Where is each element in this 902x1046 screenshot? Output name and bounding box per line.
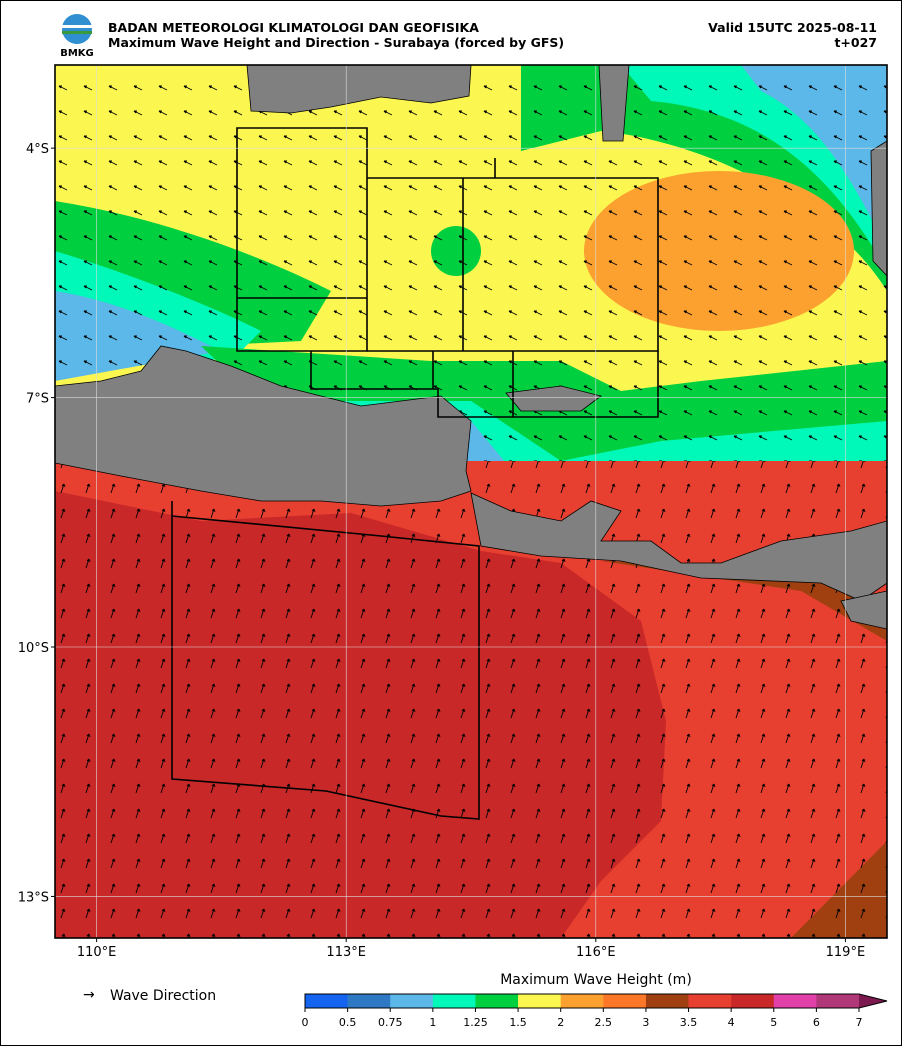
colorbar-segment bbox=[688, 994, 732, 1008]
colorbar-extend bbox=[859, 994, 887, 1008]
colorbar-segment bbox=[305, 994, 348, 1008]
x-tick-label: 116°E bbox=[576, 945, 616, 960]
colorbar-tick-label: 7 bbox=[856, 1016, 863, 1029]
x-tick-label: 110°E bbox=[77, 945, 117, 960]
colorbar-segment bbox=[347, 994, 391, 1008]
colorbar-tick-label: 6 bbox=[813, 1016, 820, 1029]
colorbar-segment bbox=[731, 994, 775, 1008]
header-title: BADAN METEOROLOGI KLIMATOLOGI DAN GEOFIS… bbox=[108, 20, 479, 35]
colorbar-segment bbox=[390, 994, 434, 1008]
colorbar: 0 0.5 0.75 1 1.25 1.5 2 2.5 3 3.5 4 5 6 7 bbox=[302, 993, 888, 1029]
grid bbox=[55, 65, 887, 938]
colorbar-tick-label: 3.5 bbox=[680, 1016, 698, 1029]
colorbar-tick-label: 0.5 bbox=[339, 1016, 357, 1029]
x-tick-label: 113°E bbox=[326, 945, 366, 960]
colorbar-segment bbox=[816, 994, 860, 1008]
colorbar-segment bbox=[432, 994, 476, 1008]
colorbar-tick-label: 3 bbox=[642, 1016, 649, 1029]
colorbar-tick-label: 2.5 bbox=[595, 1016, 613, 1029]
y-tick-label: 10°S bbox=[18, 641, 49, 656]
colorbar-tick-label: 1.5 bbox=[509, 1016, 527, 1029]
colorbar-tick-label: 4 bbox=[728, 1016, 735, 1029]
x-tick-label: 119°E bbox=[826, 945, 866, 960]
map-area bbox=[55, 65, 887, 938]
colorbar-tick-label: 5 bbox=[770, 1016, 777, 1029]
colorbar-outline bbox=[304, 993, 888, 1009]
arrow-legend: Wave Direction bbox=[110, 988, 216, 1004]
valid-time: Valid 15UTC 2025-08-11 bbox=[708, 20, 877, 35]
logo: BMKG bbox=[60, 14, 94, 59]
lead-time: t+027 bbox=[834, 35, 877, 50]
land bbox=[55, 65, 887, 630]
arrow-symbol: → bbox=[83, 987, 95, 1003]
colorbar-tick-label: 1 bbox=[429, 1016, 436, 1029]
logo-text: BMKG bbox=[60, 48, 94, 59]
colorbar-segment bbox=[645, 994, 689, 1008]
y-tick-label: 13°S bbox=[18, 890, 49, 905]
y-tick-label: 7°S bbox=[26, 392, 49, 407]
colorbar-segment bbox=[518, 994, 561, 1008]
colorbar-segment bbox=[773, 994, 817, 1008]
colorbar-segment bbox=[560, 994, 604, 1008]
colorbar-tick-label: 1.25 bbox=[463, 1016, 488, 1029]
colorbar-segment bbox=[603, 994, 647, 1008]
header-subtitle: Maximum Wave Height and Direction - Sura… bbox=[108, 35, 564, 50]
colorbar-tick-label: 0 bbox=[302, 1016, 309, 1029]
wave-arrows bbox=[55, 461, 887, 938]
map-frame bbox=[54, 64, 888, 939]
colorbar-tick-label: 2 bbox=[557, 1016, 564, 1029]
y-tick-label: 4°S bbox=[26, 142, 49, 157]
colorbar-segment bbox=[475, 994, 519, 1008]
forecast-zones bbox=[171, 127, 659, 820]
colorbar-tick-label: 0.75 bbox=[378, 1016, 403, 1029]
colorbar-label: Maximum Wave Height (m) bbox=[500, 972, 692, 988]
